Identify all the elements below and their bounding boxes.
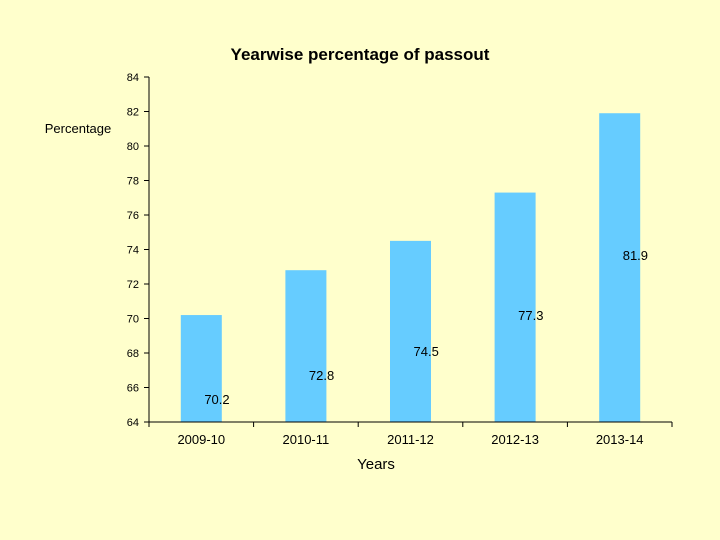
y-tick-label: 78 bbox=[127, 176, 139, 188]
bar-2012-13 bbox=[494, 192, 536, 422]
data-label-2012-13: 77.3 bbox=[518, 308, 543, 323]
y-tick-label: 82 bbox=[127, 107, 139, 119]
data-label-2013-14: 81.9 bbox=[623, 248, 648, 263]
x-tick-label: 2013-14 bbox=[596, 432, 644, 447]
y-tick-label: 70 bbox=[127, 314, 139, 326]
y-tick-label: 76 bbox=[127, 210, 139, 222]
y-tick-label: 64 bbox=[127, 417, 139, 429]
bar-2010-11 bbox=[285, 270, 327, 422]
bar-2013-14 bbox=[599, 113, 641, 422]
data-label-2009-10: 70.2 bbox=[204, 392, 229, 407]
y-tick-label: 80 bbox=[127, 141, 139, 153]
y-tick-label: 72 bbox=[127, 279, 139, 291]
y-axis-label: Percentage bbox=[45, 121, 112, 136]
bar-2009-10 bbox=[180, 315, 222, 422]
y-tick-label: 74 bbox=[127, 245, 139, 257]
x-tick-label: 2010-11 bbox=[283, 432, 330, 447]
y-tick-label: 68 bbox=[127, 348, 139, 360]
x-tick-label: 2009-10 bbox=[177, 432, 225, 447]
x-tick-label: 2012-13 bbox=[491, 432, 539, 447]
x-tick-label: 2011-12 bbox=[387, 432, 434, 447]
chart-title: Yearwise percentage of passout bbox=[231, 45, 490, 64]
x-axis-label: Years bbox=[357, 456, 395, 473]
y-tick-label: 84 bbox=[127, 72, 139, 84]
plot-area: 64 66 68 70 72 74 76 78 80 82 84 2009-10 2010-11 2011… bbox=[127, 72, 673, 447]
data-label-2011-12: 74.5 bbox=[414, 344, 439, 359]
bar-2011-12 bbox=[390, 240, 431, 422]
y-tick-label: 66 bbox=[127, 383, 139, 395]
data-label-2010-11: 72.8 bbox=[309, 368, 334, 383]
